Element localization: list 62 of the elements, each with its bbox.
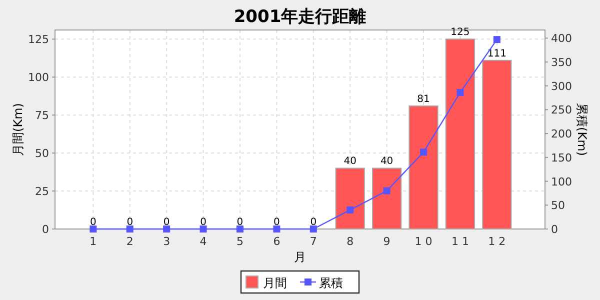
data-label: 0 [126,217,134,228]
y2-tick-label: 350 [551,56,572,69]
data-label: 0 [90,217,96,228]
x-tick-label: 6 [273,235,280,248]
bar [408,105,438,230]
bar [335,168,365,230]
point [126,226,134,232]
point [383,187,390,194]
y2-tick-label: 400 [551,32,572,46]
point [456,89,464,96]
point [310,226,317,232]
y2-tick-label: 50 [551,199,565,212]
x-tick-label: 7 [310,235,317,248]
y-tick-label: 100 [28,71,49,84]
point [163,226,170,232]
data-label: 125 [450,27,470,38]
data-label: 0 [163,217,170,228]
data-label: 0 [236,217,244,228]
y-axis-title: 月間(Km) [11,103,25,156]
y-tick-label: 50 [35,147,49,160]
x-tick-label: 9 [383,235,390,248]
data-label: 40 [380,156,394,168]
legend-label: 月間 [263,276,287,290]
y-tick-label: 25 [35,185,49,198]
point [420,148,428,156]
y2-tick-label: 300 [551,80,572,93]
x-tick-label: 5 [236,235,244,248]
point [493,36,500,44]
data-label: 0 [200,217,206,228]
y-tick-label: 0 [42,223,49,236]
bar [445,38,476,230]
y2-axis-title: 累積(Km) [575,103,589,156]
x-tick-label: 1 2 [488,235,506,248]
data-label: 111 [487,48,506,60]
data-label: 0 [274,217,280,228]
bar [372,168,402,230]
y2-tick-label: 200 [551,128,572,141]
point [273,226,280,232]
x-tick-label: 1 0 [414,235,432,248]
bar [482,60,512,230]
x-tick-label: 8 [346,235,354,248]
data-label: 40 [344,156,356,168]
point [90,226,97,232]
point [346,206,354,214]
x-tick-label: 1 [90,235,97,248]
legend-label: 累積 [319,276,343,290]
point [236,226,244,232]
x-tick-label: 1 1 [451,235,469,248]
x-tick-label: 3 [163,235,170,248]
data-label: 0 [310,217,317,228]
y2-tick-label: 100 [551,175,572,188]
x-axis-title: 月 [294,250,306,264]
y-tick-label: 125 [28,33,49,46]
chart-title: 2001年走行距離 [234,7,366,27]
data-label: 81 [417,94,430,105]
point [200,226,207,232]
x-tick-label: 2 [126,235,134,248]
y2-tick-label: 150 [551,151,572,164]
x-tick-label: 4 [200,235,207,248]
y2-tick-label: 0 [551,223,558,236]
y-tick-label: 75 [35,109,49,122]
y2-tick-label: 250 [551,104,572,117]
